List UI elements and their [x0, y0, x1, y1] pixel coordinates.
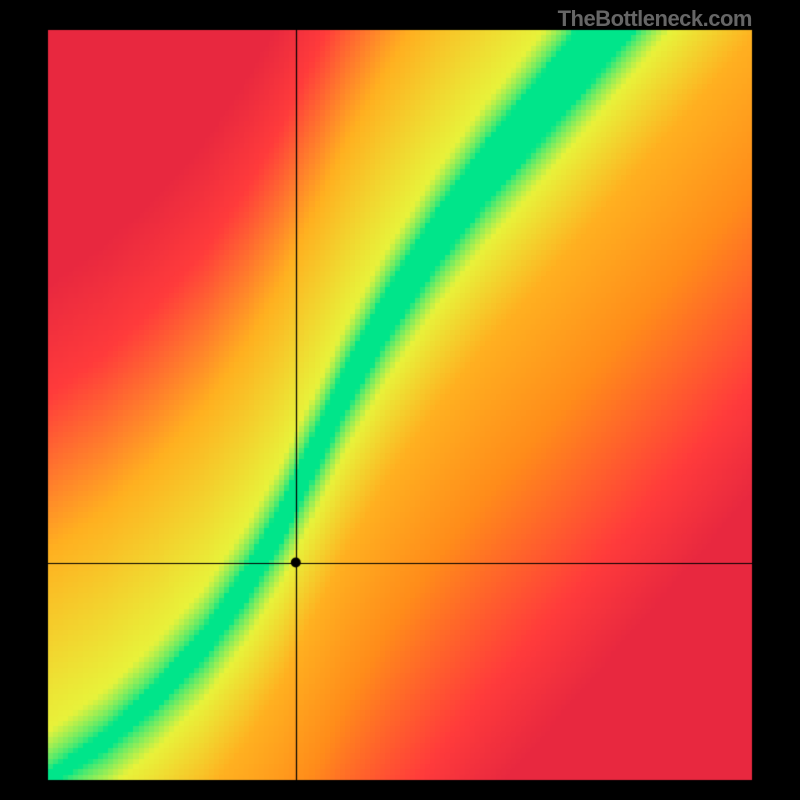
watermark-text: TheBottleneck.com: [558, 6, 752, 32]
root: TheBottleneck.com: [0, 0, 800, 800]
bottleneck-heatmap: [0, 0, 800, 800]
